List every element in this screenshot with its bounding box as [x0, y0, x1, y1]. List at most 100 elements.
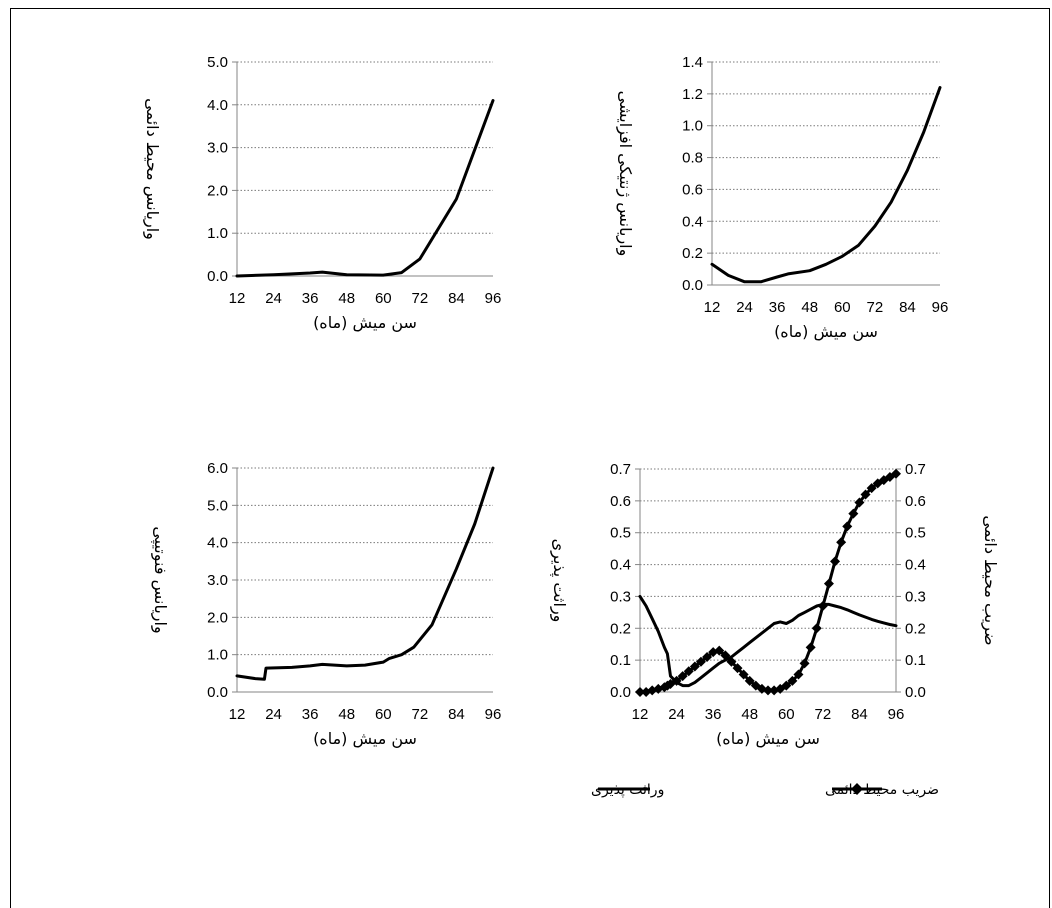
y-tick-label: 1.4 — [682, 54, 703, 71]
y-tick-label: 0.8 — [682, 150, 703, 167]
y-tick-label: 6.0 — [207, 460, 228, 477]
data-point — [689, 661, 700, 672]
y-axis-label: واریانس ژنتیکی افزایشی — [615, 91, 635, 257]
data-point — [811, 623, 822, 634]
x-tick-label: 96 — [888, 706, 905, 723]
y-tick-label: 0.0 — [610, 684, 631, 701]
y-tick-label: 3.0 — [207, 140, 228, 157]
data-point — [854, 497, 865, 508]
x-axis-label: سن میش (ماه) — [774, 322, 878, 342]
y-tick-label: 0.2 — [682, 245, 703, 262]
x-tick-label: 24 — [736, 299, 753, 316]
data-point — [823, 578, 834, 589]
data-point — [842, 521, 853, 532]
series-line-1 — [710, 86, 942, 284]
legend-label-2: ضریب محیط دائمی — [825, 782, 939, 798]
data-point — [787, 675, 798, 686]
x-tick-label: 12 — [229, 290, 246, 307]
x-tick-label: 36 — [705, 706, 722, 723]
data-point — [732, 663, 743, 674]
y-tick-label: 4.0 — [207, 535, 228, 552]
y2-tick-label: 0.2 — [905, 620, 926, 637]
data-point — [702, 651, 713, 662]
data-point — [866, 483, 877, 494]
data-point — [891, 468, 901, 479]
data-point — [738, 669, 749, 680]
series-line-1 — [235, 99, 495, 278]
data-point — [793, 669, 804, 680]
x-tick-label: 12 — [632, 706, 649, 723]
data-point — [781, 680, 792, 691]
y2-tick-label: 0.7 — [905, 461, 926, 478]
y2-tick-label: 0.4 — [905, 557, 926, 574]
y-tick-label: 5.0 — [207, 54, 228, 71]
data-point — [671, 675, 682, 686]
y-tick-label: 2.0 — [207, 609, 228, 626]
y2-axis-label: ضریب محیط دائمی — [980, 515, 1000, 645]
x-tick-label: 72 — [867, 299, 884, 316]
x-tick-label: 12 — [704, 299, 721, 316]
x-axis-label: سن میش (ماه) — [716, 729, 820, 749]
x-tick-label: 48 — [338, 706, 355, 723]
x-tick-label: 36 — [769, 299, 786, 316]
x-tick-label: 60 — [834, 299, 851, 316]
y-axis-label: واریانس فنوتیپی — [150, 526, 170, 633]
data-point — [848, 508, 859, 519]
chart-3: 0.0 1.0 2.0 3.0 4.0 5.0 6.0 12 24 36 48 60 72 84 96 سن … — [150, 460, 501, 749]
y-tick-label: 0.5 — [610, 525, 631, 542]
y-tick-label: 0.2 — [610, 620, 631, 637]
chart-4: 0.0 0.1 0.2 0.3 0.4 0.5 0.6 0.7 0.0 0.1 0.2 0.3 0.4 0… — [549, 461, 1000, 749]
series-line-1 — [638, 594, 898, 688]
data-point — [635, 687, 645, 697]
x-tick-label: 48 — [801, 299, 818, 316]
x-tick-label: 24 — [668, 706, 685, 723]
data-point — [695, 656, 706, 667]
data-point — [799, 658, 810, 669]
x-tick-label: 72 — [412, 706, 429, 723]
y-tick-label: 0.4 — [610, 557, 631, 574]
y2-tick-label: 0.1 — [905, 652, 926, 669]
x-tick-label: 84 — [851, 706, 868, 723]
x-tick-label: 36 — [302, 290, 319, 307]
data-point — [744, 675, 755, 686]
data-point — [763, 685, 773, 696]
chart-4-legend: وراثت پذیری ضریب محیط دائمی — [591, 782, 939, 798]
x-tick-label: 72 — [815, 706, 832, 723]
legend-label-1: وراثت پذیری — [591, 782, 664, 798]
data-point — [805, 642, 816, 653]
y-tick-label: 1.2 — [682, 86, 703, 103]
x-tick-label: 60 — [375, 706, 392, 723]
data-point — [726, 656, 737, 667]
x-tick-label: 96 — [485, 290, 502, 307]
y-tick-label: 0.0 — [207, 268, 228, 285]
x-tick-label: 12 — [229, 706, 246, 723]
data-point — [830, 556, 841, 567]
y-tick-label: 0.7 — [610, 461, 631, 478]
y-tick-label: 2.0 — [207, 182, 228, 199]
x-axis-label: سن میش (ماه) — [313, 729, 417, 749]
y-axis-label: وراثت پذیری — [549, 539, 569, 623]
data-point — [683, 666, 694, 677]
y-tick-label: 0.6 — [682, 181, 703, 198]
data-point — [720, 650, 731, 661]
y2-tick-label: 0.3 — [905, 588, 926, 605]
data-point — [836, 537, 847, 548]
y-tick-label: 1.0 — [207, 225, 228, 242]
y-tick-label: 0.6 — [610, 493, 631, 510]
x-tick-label: 36 — [302, 706, 319, 723]
x-tick-label: 72 — [412, 290, 429, 307]
legend-marker-2 — [851, 783, 863, 795]
y-tick-label: 5.0 — [207, 497, 228, 514]
y2-tick-label: 0.5 — [905, 525, 926, 542]
data-point — [817, 600, 828, 611]
data-point — [860, 489, 871, 500]
y2-tick-label: 0.6 — [905, 493, 926, 510]
x-tick-label: 84 — [448, 290, 465, 307]
figure-frame — [10, 8, 1050, 908]
chart-2: 0.0 0.2 0.4 0.6 0.8 1.0 1.2 1.4 12 24 36 48 60 72 84 96… — [615, 54, 948, 342]
y-tick-label: 4.0 — [207, 97, 228, 114]
y-tick-label: 0.0 — [682, 277, 703, 294]
x-tick-label: 48 — [741, 706, 758, 723]
data-point — [677, 671, 688, 682]
